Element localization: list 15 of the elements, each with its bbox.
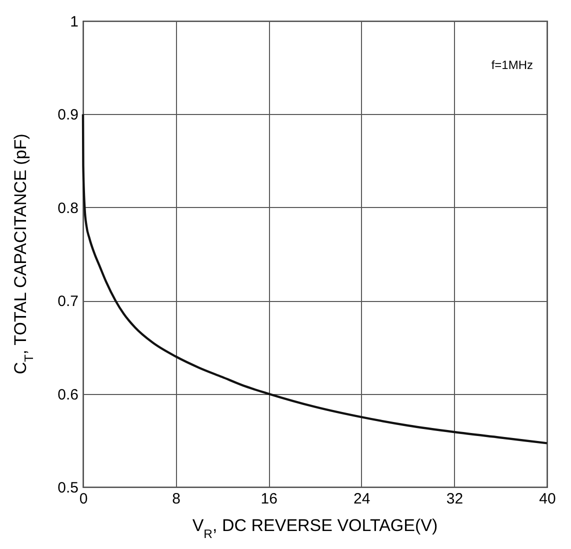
y-tick-label: 0.6 <box>58 386 78 404</box>
x-tick-label: 32 <box>446 490 464 508</box>
x-axis-title: V$_{R}$, DC REVERSE VOLTAGE(V) <box>192 516 438 541</box>
x-tick-label: 40 <box>539 490 556 508</box>
annotation: f=1MHz <box>491 58 533 72</box>
y-tick-label: 0.9 <box>58 106 78 124</box>
y-tick-label: 0.5 <box>58 480 78 496</box>
x-tick-label: 0 <box>79 490 88 508</box>
x-tick-label: 16 <box>260 490 278 508</box>
line-series <box>82 113 548 444</box>
y-tick-label: 0.8 <box>58 200 78 217</box>
x-tick-label: 8 <box>172 490 180 508</box>
y-tick-label: 0.7 <box>58 293 78 310</box>
x-tick-label: 24 <box>354 490 370 508</box>
y-tick-label: 1 <box>70 14 78 30</box>
